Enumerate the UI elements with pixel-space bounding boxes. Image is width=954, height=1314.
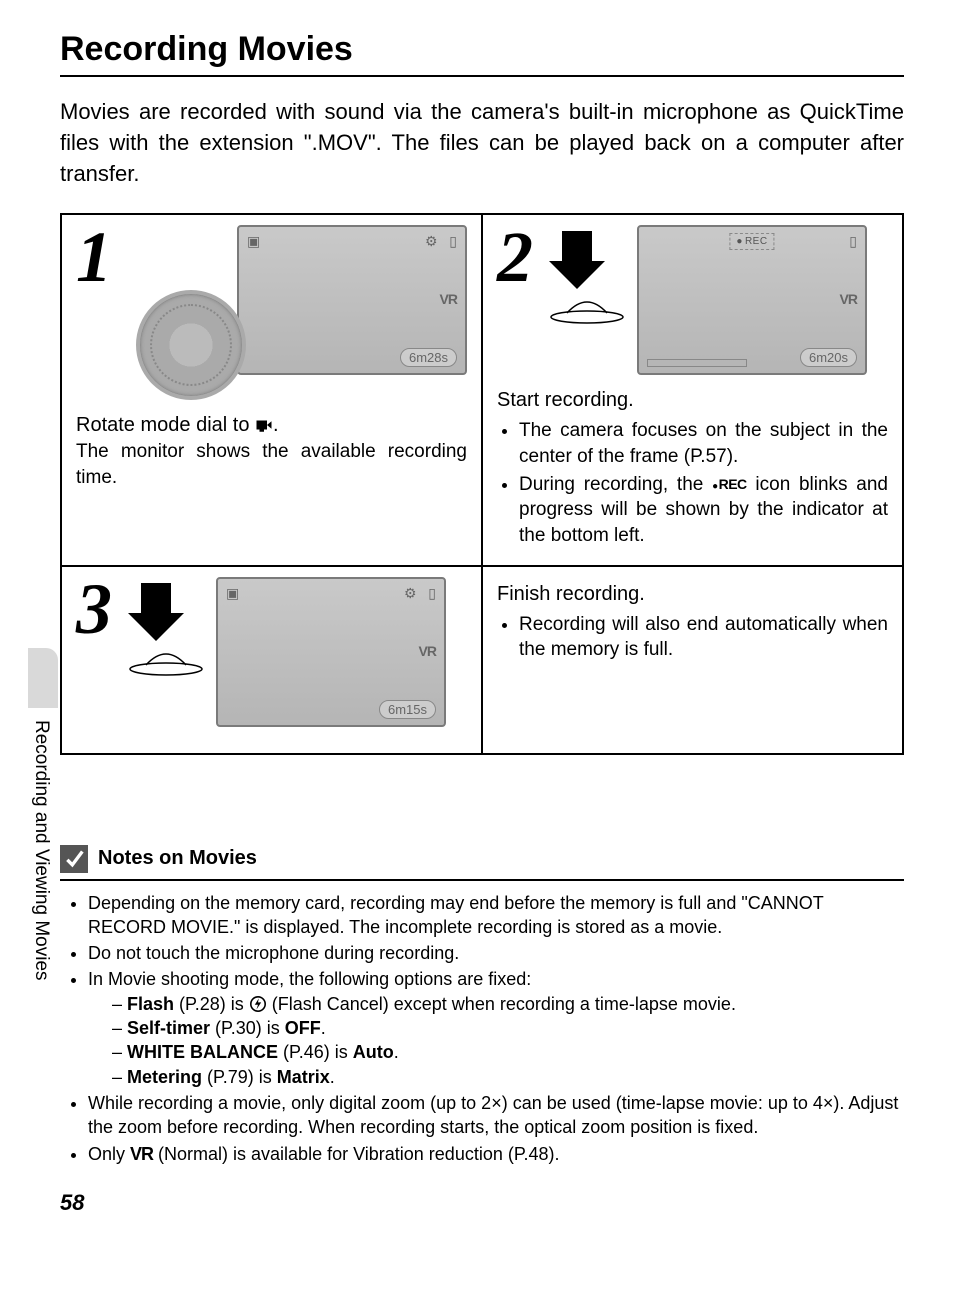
step-1-lead-a: Rotate mode dial to [76, 414, 255, 436]
step-2-bullet-2: During recording, the REC icon blinks an… [519, 472, 888, 549]
timecode: 6m28s [400, 348, 457, 367]
movie-icon [255, 417, 273, 433]
note-item: While recording a movie, only digital zo… [88, 1091, 904, 1140]
flash-cancel-icon [249, 996, 267, 1012]
note-item: Depending on the memory card, recording … [88, 891, 904, 940]
step-3-bullet-1: Recording will also end automatically wh… [519, 612, 888, 663]
note-subitem: WHITE BALANCE (P.46) is Auto. [112, 1040, 904, 1064]
section-side-label: Recording and Viewing Movies [30, 720, 52, 981]
note-item: In Movie shooting mode, the following op… [88, 967, 904, 1088]
step-2-cell: 2 REC ▯ VR 6m20s Start recording. The ca… [482, 214, 903, 565]
timecode: 6m15s [379, 700, 436, 719]
movie-mode-icon: ▣ [247, 233, 260, 250]
check-icon [60, 845, 88, 873]
mode-dial-graphic [136, 290, 246, 400]
intro-paragraph: Movies are recorded with sound via the c… [60, 97, 904, 189]
note-subitem: Flash (P.28) is (Flash Cancel) except wh… [112, 992, 904, 1016]
card-icon: ▯ [849, 233, 857, 250]
step-number: 1 [76, 225, 112, 290]
step-3-lead: Finish recording. [497, 581, 888, 608]
notes-section: Notes on Movies Depending on the memory … [60, 845, 904, 1166]
step-number: 2 [497, 225, 533, 290]
step-2-bullet-1: The camera focuses on the subject in the… [519, 418, 888, 469]
step-1-body: The monitor shows the available recordin… [76, 441, 467, 488]
card-icon: ▯ [428, 585, 436, 601]
page-title: Recording Movies [60, 30, 904, 77]
gear-icon: ⚙ [425, 233, 438, 249]
lcd-screen: ▣ ⚙ ▯ VR 6m15s [216, 577, 446, 727]
progress-bar [647, 359, 747, 367]
side-tab [28, 648, 58, 708]
note-item: Only VR (Normal) is available for Vibrat… [88, 1142, 904, 1166]
lcd-screen: ▣ ⚙ ▯ VR 6m28s [237, 225, 467, 375]
step-3-cell: 3 ▣ ⚙ ▯ VR 6m15s [61, 566, 482, 754]
page-number: 58 [60, 1190, 904, 1216]
note-subitem: Metering (P.79) is Matrix. [112, 1065, 904, 1089]
shutter-press-graphic [126, 583, 206, 677]
step-1-lead-b: . [273, 414, 279, 436]
rec-icon-inline: REC [712, 475, 747, 494]
step-2-lead: Start recording. [497, 387, 888, 414]
notes-title: Notes on Movies [98, 847, 257, 870]
vr-indicator: VR [840, 291, 857, 307]
step-1-cell: 1 ▣ ⚙ ▯ VR 6m28s Ro [61, 214, 482, 565]
note-item: Do not touch the microphone during recor… [88, 941, 904, 965]
card-icon: ▯ [449, 233, 457, 249]
timecode: 6m20s [800, 348, 857, 367]
vr-indicator: VR [419, 643, 436, 659]
note-subitem: Self-timer (P.30) is OFF. [112, 1016, 904, 1040]
vr-indicator: VR [440, 291, 457, 307]
lcd-screen: REC ▯ VR 6m20s [637, 225, 867, 375]
step-3-text-cell: Finish recording. Recording will also en… [482, 566, 903, 754]
shutter-press-graphic [547, 231, 627, 325]
movie-mode-icon: ▣ [226, 585, 239, 602]
vr-icon-inline: VR [130, 1144, 153, 1164]
steps-table: 1 ▣ ⚙ ▯ VR 6m28s Ro [60, 213, 904, 754]
gear-icon: ⚙ [404, 585, 417, 601]
step-number: 3 [76, 577, 112, 642]
